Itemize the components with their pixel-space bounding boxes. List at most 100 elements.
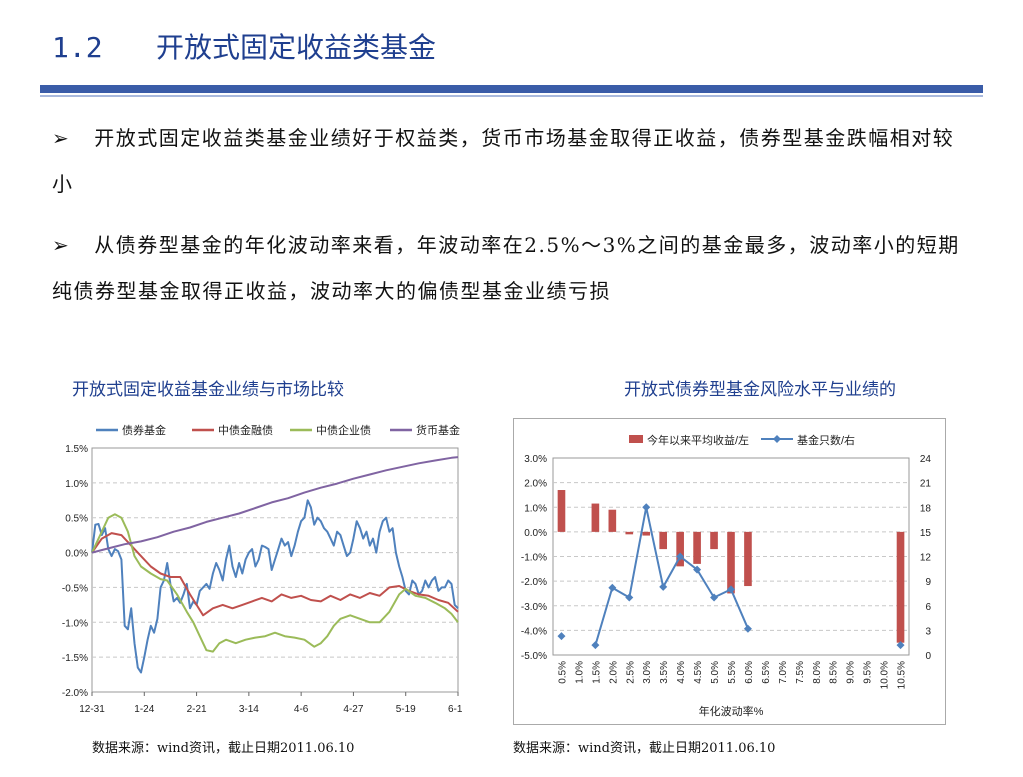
x-tick-label: 2-21 bbox=[187, 704, 207, 715]
x-tick-label: 4-6 bbox=[294, 704, 309, 715]
y-tick-label: -0.5% bbox=[62, 583, 88, 594]
bullet-2-marker-icon: ➢ bbox=[52, 233, 71, 257]
bar bbox=[642, 531, 651, 536]
left-y-tick-label: -4.0% bbox=[521, 626, 547, 637]
legend-label: 中债金融债 bbox=[218, 423, 273, 437]
x-tick-label: 4.0% bbox=[676, 661, 687, 684]
x-tick-label: 4.5% bbox=[693, 661, 704, 684]
bar bbox=[591, 503, 600, 532]
x-tick-label: 1.0% bbox=[574, 661, 585, 684]
x-tick-label: 6.5% bbox=[761, 661, 772, 684]
left-chart-title: 开放式固定收益基金业绩与市场比较 bbox=[72, 380, 344, 399]
left-line-chart: 1.5% 1.0% 0.5% 0.0% -0.5% -1.0% -1.5% -2.0% 12-3… bbox=[62, 423, 462, 715]
x-tick-label: 9.5% bbox=[863, 661, 874, 684]
legend-swatch bbox=[629, 435, 643, 443]
left-y-tick-label: 1.0% bbox=[524, 503, 547, 514]
right-y-tick-label: 9 bbox=[925, 577, 931, 588]
section-heading: 1.2 开放式固定收益类基金 bbox=[52, 26, 436, 66]
bar bbox=[744, 531, 752, 587]
right-y-tick-label: 12 bbox=[920, 553, 932, 564]
y-tick-label: -1.0% bbox=[62, 618, 88, 629]
series-line bbox=[91, 532, 459, 617]
count-point bbox=[743, 624, 752, 633]
y-tick-label: 1.5% bbox=[65, 444, 88, 455]
bar bbox=[625, 531, 634, 535]
bullet-2-text: 从债券型基金的年化波动率来看，年波动率在2.5%～3%之间的基金最多，波动率小的… bbox=[52, 233, 960, 303]
section-title: 开放式固定收益类基金 bbox=[155, 31, 436, 64]
left-y-tick-label: 2.0% bbox=[524, 479, 547, 490]
x-tick-label: 10.5% bbox=[897, 661, 908, 689]
bullet-2: ➢ 从债券型基金的年化波动率来看，年波动率在2.5%～3%之间的基金最多，波动率小… bbox=[52, 222, 972, 314]
legend-label: 今年以来平均收益/左 bbox=[647, 433, 749, 447]
left-y-tick-label: -5.0% bbox=[521, 651, 547, 662]
series-line bbox=[91, 499, 459, 674]
y-tick-label: 1.0% bbox=[65, 479, 88, 490]
x-tick-label: 1.5% bbox=[591, 661, 602, 684]
count-point bbox=[676, 552, 685, 561]
y-tick-label: 0.0% bbox=[65, 549, 88, 560]
plot-area bbox=[91, 447, 459, 693]
right-source-note: 数据来源：wind资讯，截止日期2011.06.10 bbox=[513, 741, 776, 756]
count-point bbox=[608, 583, 617, 592]
x-tick-label: 0.5% bbox=[557, 661, 568, 684]
legend-label: 债券基金 bbox=[122, 423, 166, 437]
bar bbox=[896, 531, 905, 643]
x-tick-label: 6-10 bbox=[448, 704, 462, 715]
x-tick-label: 3-14 bbox=[239, 704, 259, 715]
series-line bbox=[91, 456, 459, 554]
bullet-1: ➢ 开放式固定收益类基金业绩好于权益类，货币市场基金取得正收益，债券型基金跌幅相对… bbox=[52, 115, 972, 207]
x-axis-label: 年化波动率% bbox=[699, 704, 764, 718]
x-tick-label: 5.0% bbox=[710, 661, 721, 684]
x-tick-label: 12-31 bbox=[79, 704, 105, 715]
legend-label: 货币基金 bbox=[416, 423, 460, 437]
x-tick-label: 10.0% bbox=[880, 661, 891, 689]
bullet-1-text: 开放式固定收益类基金业绩好于权益类，货币市场基金取得正收益，债券型基金跌幅相对较… bbox=[52, 126, 955, 196]
bar bbox=[710, 531, 718, 550]
left-y-tick-label: 3.0% bbox=[524, 454, 547, 465]
x-tick-label: 4-27 bbox=[343, 704, 363, 715]
x-tick-label: 8.0% bbox=[812, 661, 823, 684]
right-chart-title: 开放式债券型基金风险水平与业绩的 bbox=[624, 380, 896, 399]
legend-label: 基金只数/右 bbox=[797, 433, 855, 447]
bullet-1-marker-icon: ➢ bbox=[52, 126, 71, 150]
legend-label: 中债企业债 bbox=[316, 423, 371, 437]
x-tick-label: 8.5% bbox=[829, 661, 840, 684]
count-point bbox=[896, 641, 905, 650]
count-point bbox=[727, 585, 735, 594]
x-tick-label: 1-24 bbox=[134, 704, 154, 715]
y-tick-label: 0.5% bbox=[65, 514, 88, 525]
bar bbox=[727, 531, 735, 594]
bar bbox=[608, 509, 617, 532]
legend-marker bbox=[773, 435, 781, 443]
right-y-tick-label: 3 bbox=[925, 626, 931, 637]
count-point bbox=[710, 593, 719, 602]
right-y-tick-label: 15 bbox=[920, 528, 932, 539]
left-y-tick-label: 0.0% bbox=[524, 528, 547, 539]
x-tick-label: 2.0% bbox=[608, 661, 619, 684]
x-tick-label: 5-19 bbox=[396, 704, 416, 715]
x-tick-label: 5.5% bbox=[727, 661, 738, 684]
bar bbox=[659, 531, 668, 550]
left-y-tick-label: -2.0% bbox=[521, 577, 547, 588]
bar bbox=[693, 531, 701, 564]
title-rule bbox=[40, 85, 983, 93]
right-y-tick-label: 6 bbox=[925, 602, 931, 613]
right-y-tick-label: 0 bbox=[925, 651, 931, 662]
count-point bbox=[659, 582, 668, 591]
left-source-note: 数据来源：wind资讯，截止日期2011.06.10 bbox=[92, 741, 355, 756]
bar bbox=[676, 531, 684, 567]
section-number: 1.2 bbox=[52, 31, 103, 64]
x-tick-label: 6.0% bbox=[744, 661, 755, 684]
left-y-tick-label: -3.0% bbox=[521, 602, 547, 613]
series-line bbox=[91, 513, 459, 653]
title-rule-thin bbox=[40, 95, 983, 97]
count-point bbox=[591, 641, 600, 650]
y-tick-label: -2.0% bbox=[62, 688, 88, 699]
left-y-tick-label: -1.0% bbox=[521, 553, 547, 564]
count-point bbox=[557, 632, 566, 641]
count-point bbox=[625, 593, 634, 602]
x-tick-label: 3.0% bbox=[642, 661, 653, 684]
right-bar-line-chart: 3.0% 2.0% 1.0% 0.0% -1.0% -2.0% -3.0% -4.0% -5.0… bbox=[513, 418, 946, 725]
x-tick-label: 7.5% bbox=[795, 661, 806, 684]
count-point bbox=[642, 503, 651, 512]
